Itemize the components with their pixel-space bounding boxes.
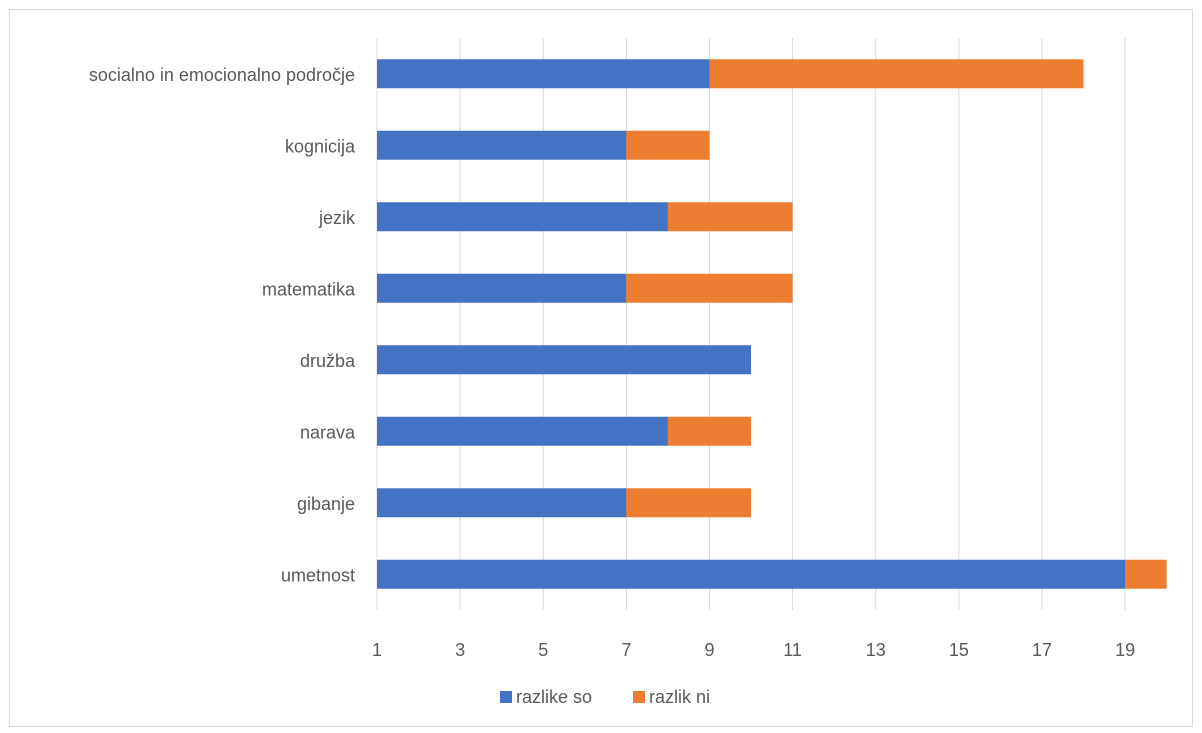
x-tick-label: 3	[455, 640, 465, 660]
category-label: družba	[300, 351, 356, 371]
category-label: gibanje	[297, 494, 355, 514]
x-tick-label: 5	[538, 640, 548, 660]
bar-razlike-so-0	[377, 59, 710, 89]
bar-razlike-so-1	[377, 130, 627, 160]
legend-label: razlike so	[516, 687, 592, 707]
category-label: socialno in emocionalno področje	[89, 65, 355, 85]
x-tick-label: 13	[866, 640, 886, 660]
bar-razlike-so-3	[377, 273, 627, 303]
bar-razlik-ni-1	[626, 130, 710, 160]
bar-razlike-so-5	[377, 416, 668, 446]
bar-razlik-ni-2	[667, 202, 793, 232]
legend-swatch-1	[633, 691, 645, 703]
bar-razlik-ni-7	[1125, 559, 1167, 589]
bar-razlike-so-7	[377, 559, 1126, 589]
legend-swatch-0	[500, 691, 512, 703]
category-label: umetnost	[281, 565, 355, 585]
x-tick-label: 1	[372, 640, 382, 660]
bar-razlike-so-4	[377, 345, 752, 375]
x-tick-label: 11	[783, 640, 802, 660]
x-tick-label: 7	[621, 640, 631, 660]
bar-razlik-ni-5	[667, 416, 752, 446]
x-tick-label: 15	[949, 640, 969, 660]
category-label: jezik	[318, 208, 356, 228]
legend-label: razlik ni	[649, 687, 710, 707]
bar-razlik-ni-3	[626, 273, 793, 303]
bar-razlike-so-6	[377, 488, 627, 518]
x-tick-label: 17	[1032, 640, 1052, 660]
x-tick-label: 9	[704, 640, 714, 660]
bar-razlik-ni-0	[709, 59, 1084, 89]
bar-razlike-so-2	[377, 202, 668, 232]
category-label: kognicija	[285, 136, 356, 156]
category-label: matematika	[262, 279, 356, 299]
x-tick-label: 19	[1115, 640, 1135, 660]
bar-razlik-ni-6	[626, 488, 752, 518]
category-label: narava	[300, 422, 356, 442]
